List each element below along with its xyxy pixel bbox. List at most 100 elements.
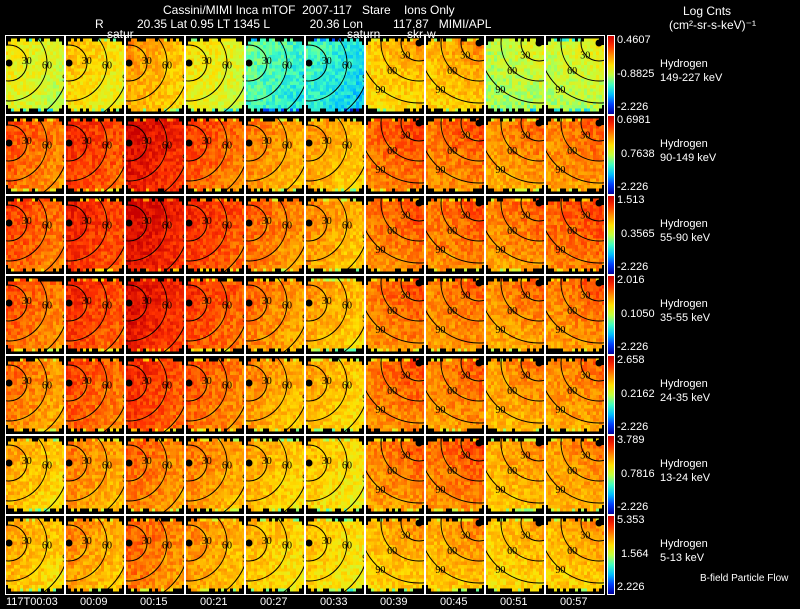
- colorbar: [607, 355, 615, 435]
- contour-line: [5, 435, 48, 502]
- contour-label: 30: [82, 296, 92, 307]
- contour-label: 60: [342, 300, 352, 311]
- contour-label: 90: [182, 74, 185, 85]
- contour-label: 60: [282, 540, 292, 551]
- pixel-map: [485, 355, 545, 435]
- contour-line: [185, 195, 228, 262]
- contour-label: 60: [42, 220, 52, 231]
- contour-label: 90: [495, 485, 505, 496]
- contour-label: 90: [122, 74, 125, 85]
- overlay-label: saturn: [347, 27, 381, 41]
- colorbar-mid-value: 0.7816: [621, 468, 655, 480]
- contour-line: [5, 115, 48, 182]
- contour-label: 60: [282, 460, 292, 471]
- contour-label: 30: [142, 456, 152, 467]
- plot-title: Cassini/MIMI Inca mTOF 2007-117 Stare Io…: [163, 3, 455, 17]
- contour-label: 30: [400, 531, 410, 542]
- contour-label: 60: [42, 60, 52, 71]
- colorbar-units: (cm²-sr-s-keV)⁻¹: [669, 18, 756, 32]
- planet-marker-icon: [185, 299, 193, 307]
- contour-line: [460, 35, 485, 62]
- contour-line: [245, 515, 288, 582]
- contour-label: 30: [580, 451, 590, 462]
- contour-label: 90: [122, 554, 125, 565]
- planet-marker-icon: [475, 39, 483, 47]
- contour-line: [5, 44, 28, 82]
- contour-label: 90: [182, 554, 185, 565]
- contour-label: 90: [62, 74, 65, 85]
- contour-line: [337, 515, 365, 595]
- contour-label: 90: [122, 314, 125, 325]
- contour-line: [460, 355, 485, 382]
- contour-line: [65, 115, 108, 182]
- contour-label: 60: [387, 306, 397, 317]
- contour-label: 90: [302, 74, 305, 85]
- pixel-map: [365, 195, 425, 275]
- contour-label: 60: [282, 60, 292, 71]
- contour-line: [245, 204, 268, 242]
- colorbar: [607, 115, 615, 195]
- contour-line: [217, 515, 245, 595]
- contour-line: [185, 35, 228, 102]
- contour-label: 30: [82, 536, 92, 547]
- contour-label: 30: [400, 131, 410, 142]
- contour-line: [65, 444, 88, 482]
- contour-label: 60: [282, 300, 292, 311]
- contour-label: 30: [460, 451, 470, 462]
- contour-label: 90: [435, 405, 445, 416]
- contour-line: [305, 195, 348, 262]
- pixel-map: [545, 435, 605, 515]
- contour-line: [217, 275, 245, 355]
- energy-range-label: 90-149 keV: [660, 152, 717, 164]
- contour-line: [337, 435, 365, 515]
- contour-label: 30: [202, 456, 212, 467]
- contour-line: [157, 195, 185, 275]
- pixel-map: [485, 35, 545, 115]
- contour-label: 60: [447, 146, 457, 157]
- contour-line: [545, 67, 605, 104]
- contour-label: 60: [162, 140, 172, 151]
- planet-marker-icon: [535, 39, 543, 47]
- contour-line: [37, 35, 65, 115]
- contour-label: 60: [222, 220, 232, 231]
- contour-label: 60: [387, 66, 397, 77]
- contour-line: [65, 515, 108, 582]
- contour-label: 90: [555, 565, 565, 576]
- contour-line: [500, 115, 545, 162]
- contour-label: 60: [222, 540, 232, 551]
- contour-line: [277, 195, 305, 275]
- row-label: Hydrogen 55-90 keV: [660, 217, 710, 245]
- contour-label: 30: [322, 136, 332, 147]
- contour-label: 60: [102, 460, 112, 471]
- contour-label: 90: [62, 394, 65, 405]
- contour-label: 90: [435, 485, 445, 496]
- planet-marker-icon: [245, 219, 253, 227]
- contour-label: 60: [102, 380, 112, 391]
- contour-line: [65, 435, 108, 502]
- contour-label: 30: [22, 376, 32, 387]
- contour-line: [305, 35, 348, 102]
- contour-label: 30: [520, 531, 530, 542]
- planet-marker-icon: [245, 539, 253, 547]
- contour-label: 60: [567, 386, 577, 397]
